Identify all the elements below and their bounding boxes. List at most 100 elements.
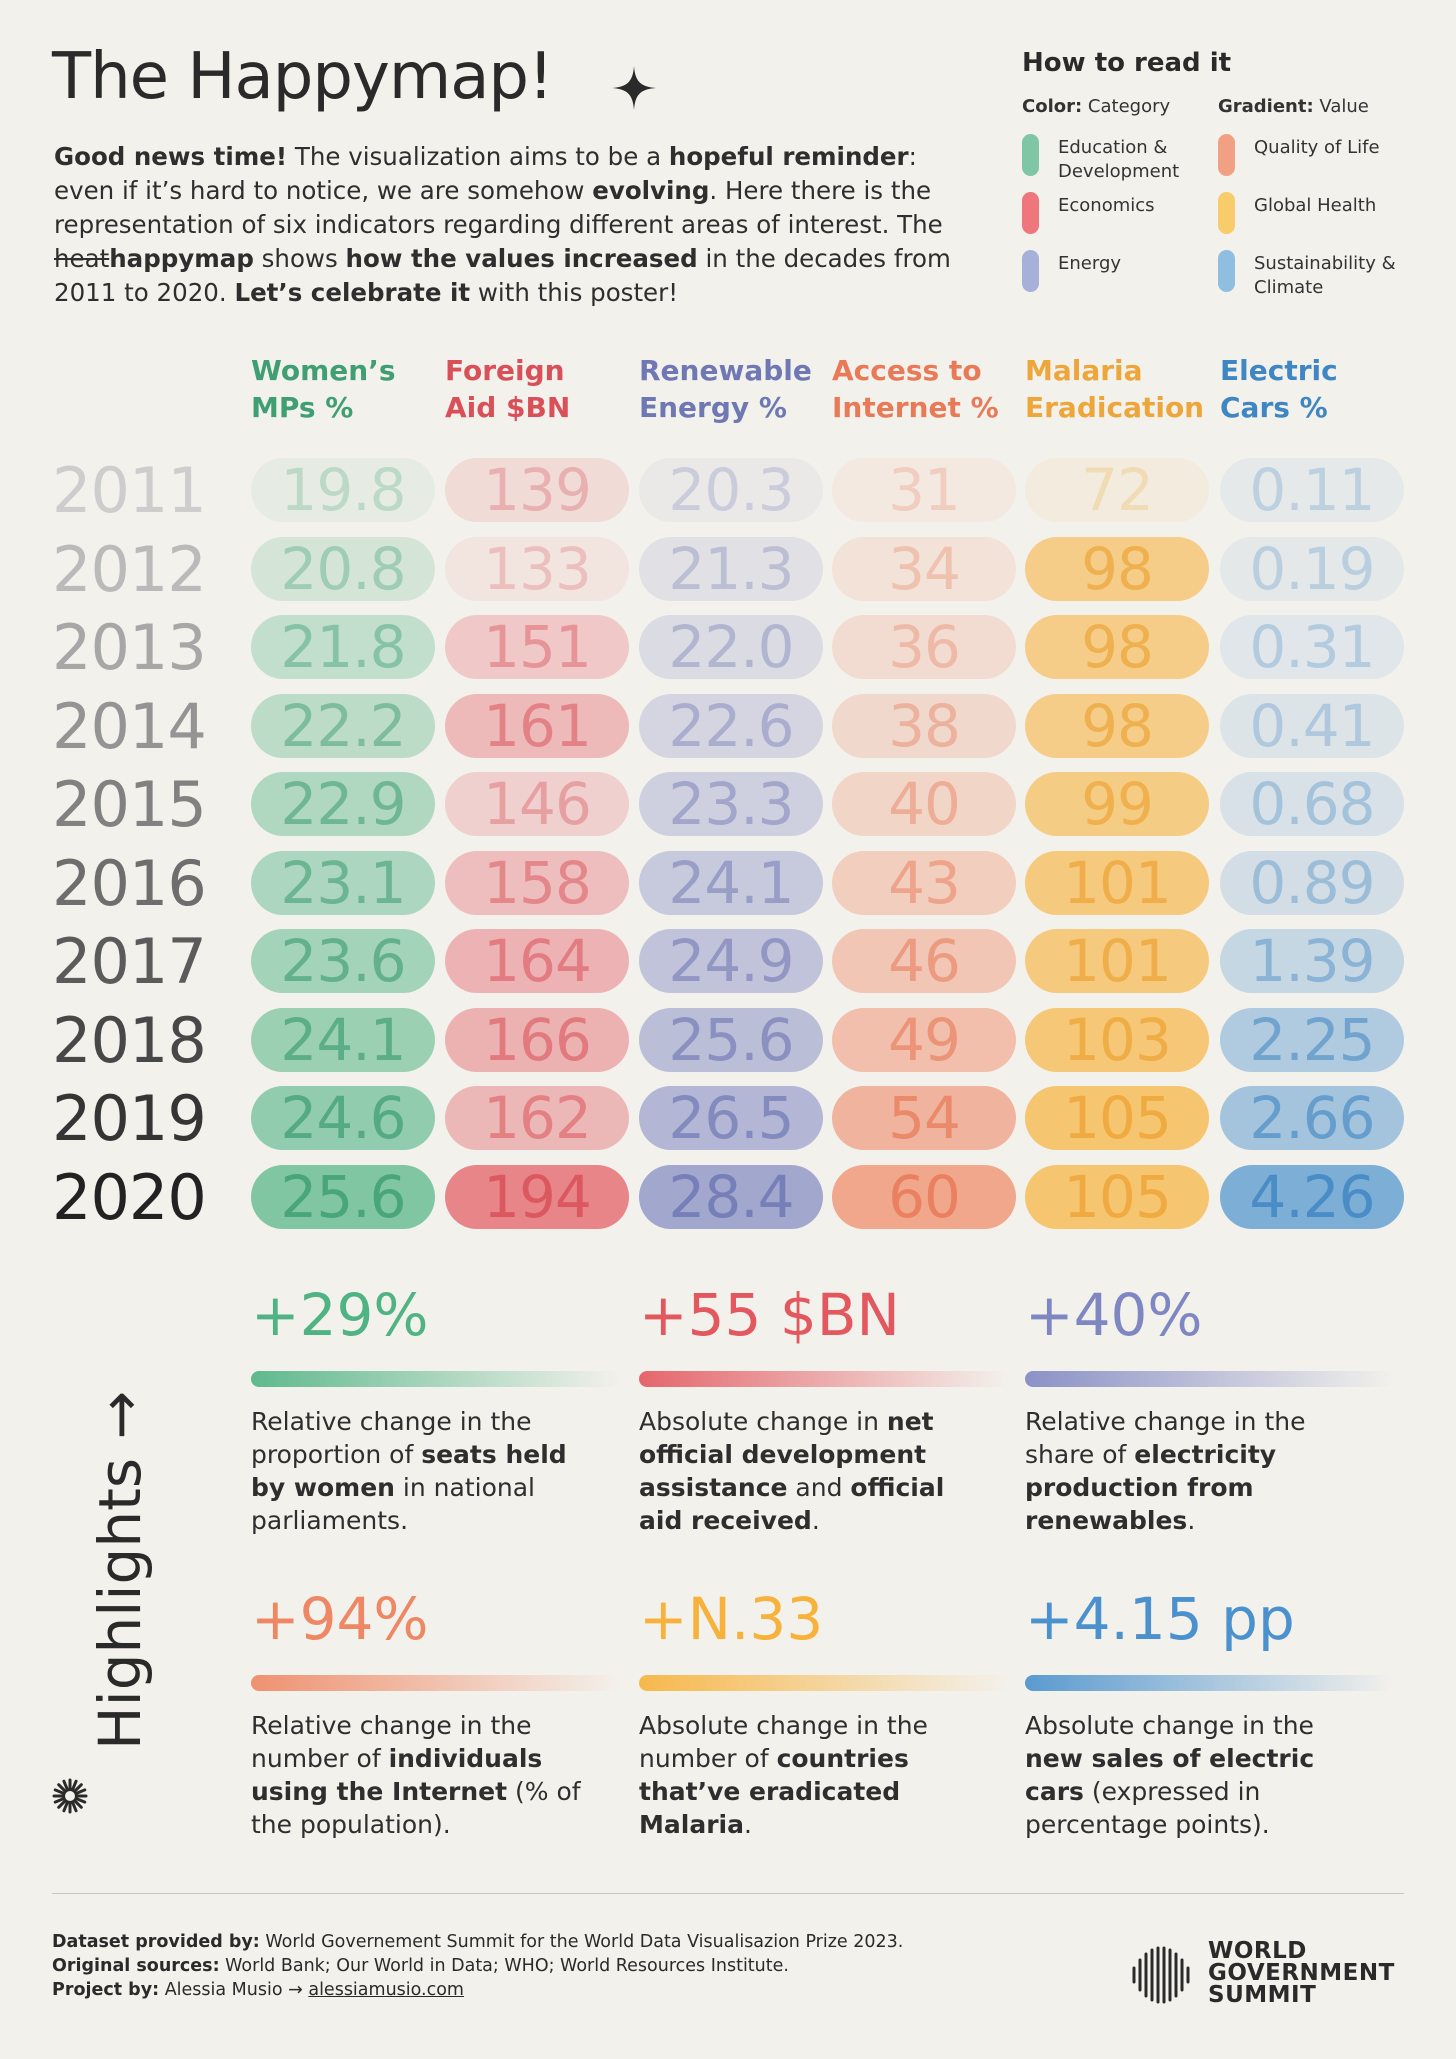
- value-cell: 49: [832, 1007, 1016, 1072]
- value-cell: 101: [1025, 850, 1209, 915]
- year-label: 2015: [52, 768, 207, 841]
- value-cell: 0.31: [1220, 615, 1404, 679]
- legend-swatch: [1022, 192, 1039, 234]
- value-cell: 194: [445, 1164, 629, 1229]
- legend-swatch: [1218, 192, 1235, 234]
- value-cell: 2.66: [1220, 1086, 1404, 1150]
- intro-paragraph: Good news time! The visualization aims t…: [54, 142, 951, 307]
- value-cell: 105: [1025, 1086, 1209, 1150]
- column-header: Foreign Aid $BN: [445, 354, 571, 424]
- highlight-value: +29%: [251, 1281, 429, 1349]
- value-cell: 21.8: [251, 615, 435, 679]
- value-cell: 164: [445, 929, 629, 993]
- highlight-description: Relative change in the share of electric…: [1025, 1407, 1306, 1535]
- highlight-bar: [251, 1371, 621, 1387]
- year-label: 2012: [52, 532, 207, 606]
- highlight-value: +4.15 pp: [1025, 1585, 1295, 1653]
- value-cell: 98: [1025, 693, 1209, 758]
- value-cell: 21.3: [639, 536, 823, 601]
- value-cell: 105: [1025, 1164, 1209, 1229]
- value-cell: 25.6: [251, 1164, 435, 1229]
- value-cell: 0.89: [1220, 850, 1404, 915]
- footer: Dataset provided by: World Governement S…: [52, 1930, 903, 2002]
- value-cell: 162: [445, 1086, 629, 1150]
- legend: How to read it Color: Category Gradient:…: [1022, 48, 1422, 298]
- value-cell: 43: [832, 850, 1016, 915]
- year-label: 2020: [52, 1160, 207, 1234]
- legend-swatch: [1218, 250, 1235, 292]
- logo-line-3: SUMMIT: [1208, 1982, 1317, 2008]
- author-link[interactable]: alessiamusio.com: [308, 1980, 464, 2000]
- value-cell: 98: [1025, 536, 1209, 601]
- highlight-bar: [639, 1371, 1009, 1387]
- year-label: 2018: [52, 1003, 207, 1077]
- highlights-side: Highlights →: [36, 1360, 154, 1840]
- value-cell: 19.8: [251, 458, 435, 522]
- year-label: 2011: [52, 454, 207, 527]
- value-cell: 60: [832, 1164, 1016, 1229]
- column-header: Renewable Energy %: [639, 354, 812, 424]
- legend-label: Global Health: [1254, 195, 1377, 216]
- logo-line-1: WORLD: [1208, 1938, 1307, 1964]
- sparkle-icon: [612, 66, 656, 110]
- value-cell: 133: [445, 536, 629, 601]
- value-cell: 23.3: [639, 772, 823, 836]
- value-cell: 98: [1025, 615, 1209, 679]
- value-cell: 28.4: [639, 1164, 823, 1229]
- highlight-description: Relative change in the proportion of sea…: [251, 1407, 567, 1535]
- value-cell: 72: [1025, 458, 1209, 522]
- footer-author: Project by: Alessia Musio → alessiamusio…: [52, 1980, 464, 2000]
- value-cell: 46: [832, 929, 1016, 993]
- value-cell: 20.8: [251, 536, 435, 601]
- highlight-value: +94%: [251, 1585, 429, 1653]
- value-cell: 22.9: [251, 772, 435, 836]
- value-cell: 24.9: [639, 929, 823, 993]
- value-cell: 22.0: [639, 615, 823, 679]
- page-title: The Happymap!: [52, 40, 554, 114]
- value-cell: 161: [445, 693, 629, 758]
- wgs-logo-icon: [1132, 1946, 1190, 2004]
- legend-label: Energy: [1058, 253, 1122, 274]
- value-cell: 22.6: [639, 693, 823, 758]
- highlight-value: +40%: [1025, 1281, 1203, 1349]
- column-header: Women’s MPs %: [251, 354, 396, 424]
- highlight-bar: [639, 1675, 1009, 1691]
- footer-dataset: Dataset provided by: World Governement S…: [52, 1932, 904, 1952]
- highlight-description: Relative change in the number of individ…: [251, 1711, 581, 1839]
- value-cell: 0.41: [1220, 693, 1404, 758]
- highlight-value: +55 $BN: [639, 1281, 900, 1349]
- legend-swatch: [1022, 134, 1039, 176]
- legend-title: How to read it: [1022, 48, 1232, 78]
- highlight-value: +N.33: [639, 1585, 824, 1653]
- highlight-description: Absolute change in net official developm…: [639, 1407, 945, 1535]
- value-cell: 24.1: [251, 1007, 435, 1072]
- value-cell: 99: [1025, 772, 1209, 836]
- highlight-bar: [251, 1675, 621, 1691]
- highlight-bar: [1025, 1675, 1395, 1691]
- legend-label: Economics: [1058, 195, 1155, 216]
- value-cell: 24.1: [639, 850, 823, 915]
- year-label: 2013: [52, 611, 207, 684]
- value-cell: 23.6: [251, 929, 435, 993]
- column-header: Access to Internet %: [832, 354, 999, 424]
- value-cell: 151: [445, 615, 629, 679]
- value-cell: 20.3: [639, 458, 823, 522]
- year-label: 2016: [52, 846, 207, 920]
- legend-swatch: [1022, 250, 1039, 292]
- value-cell: 101: [1025, 929, 1209, 993]
- value-cell: 22.2: [251, 693, 435, 758]
- value-cell: 34: [832, 536, 1016, 601]
- value-cell: 38: [832, 693, 1016, 758]
- highlight-description: Absolute change in the new sales of elec…: [1025, 1711, 1315, 1839]
- legend-swatch: [1218, 134, 1235, 176]
- wgs-logo: WORLD GOVERNMENT SUMMIT: [1126, 1940, 1426, 2010]
- value-cell: 2.25: [1220, 1007, 1404, 1072]
- legend-color-key: Color: Category: [1022, 96, 1171, 117]
- value-cell: 26.5: [639, 1086, 823, 1150]
- value-cell: 24.6: [251, 1086, 435, 1150]
- value-cell: 0.19: [1220, 536, 1404, 601]
- footer-divider: [52, 1893, 1404, 1894]
- year-label: 2014: [52, 689, 207, 763]
- legend-label: Quality of Life: [1254, 137, 1380, 158]
- highlight-description: Absolute change in the number of countri…: [639, 1711, 928, 1839]
